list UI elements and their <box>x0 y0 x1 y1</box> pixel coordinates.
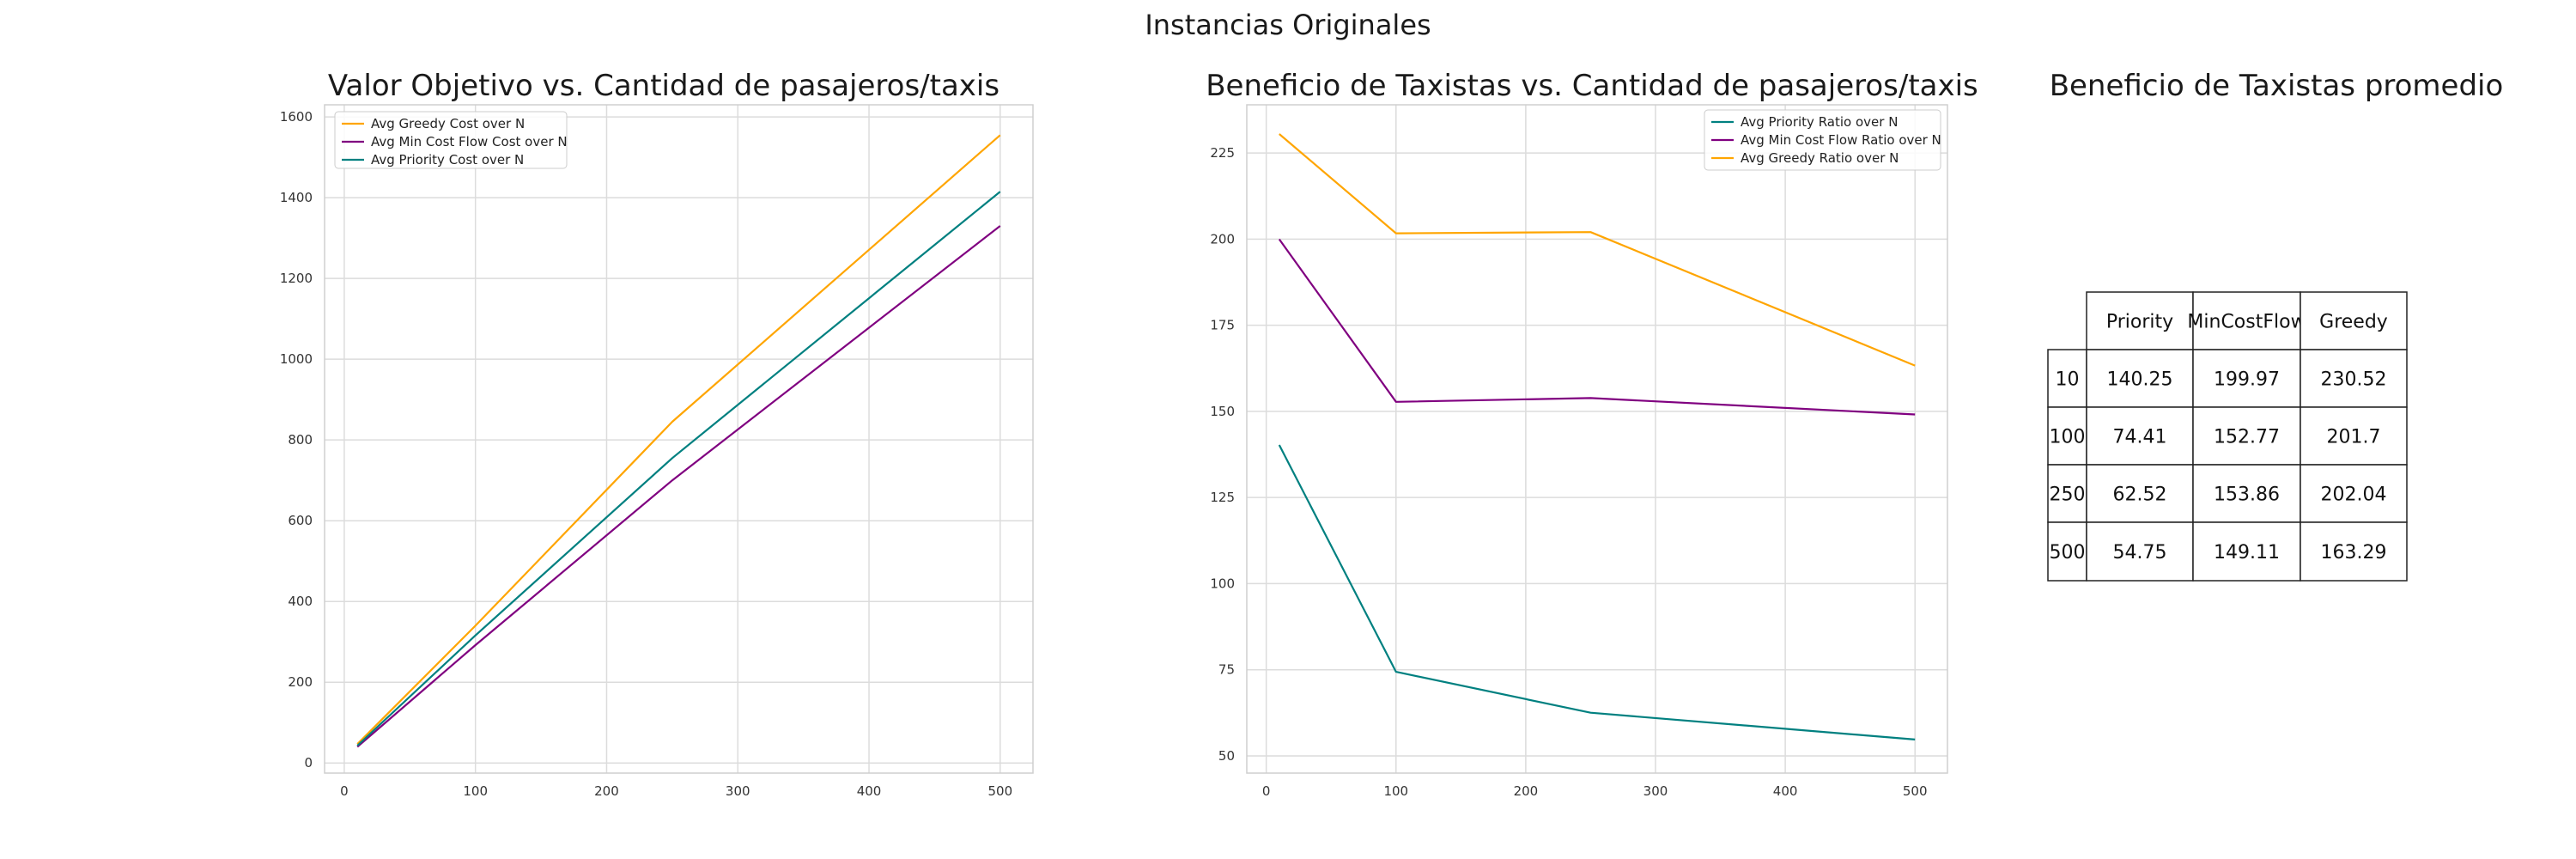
chart2-x-tick-label: 400 <box>1773 783 1798 799</box>
table-cell-value: 153.86 <box>2214 484 2280 506</box>
table-cell-value: 54.75 <box>2113 542 2167 564</box>
chart2-y-tick-label: 150 <box>1210 404 1235 419</box>
table-row-label: 10 <box>2056 369 2080 391</box>
chart1-y-tick-label: 1600 <box>280 109 313 125</box>
chart2-y-tick-label: 125 <box>1210 490 1235 505</box>
chart1-series-line-0 <box>356 134 1001 745</box>
table-cell-value: 152.77 <box>2214 427 2280 448</box>
chart2-y-tick-label: 75 <box>1218 662 1235 678</box>
chart1-y-tick-label: 200 <box>288 674 313 690</box>
table-cell-value: 199.97 <box>2214 369 2280 391</box>
chart2-x-tick-label: 200 <box>1514 783 1539 799</box>
table-cell <box>2192 349 2301 408</box>
table-cell <box>2086 406 2194 466</box>
table-header-label: Greedy <box>2319 312 2388 333</box>
chart1-legend-label: Avg Greedy Cost over N <box>371 116 525 131</box>
chart1-y-tick-label: 1200 <box>280 271 313 286</box>
chart2-title: Beneficio de Taxistas vs. Cantidad de pa… <box>1206 69 1978 103</box>
chart1-y-tick-label: 400 <box>288 594 313 609</box>
table-cell <box>2192 464 2301 523</box>
chart2-y-tick-label: 50 <box>1218 748 1235 764</box>
chart1-legend-box <box>334 111 568 169</box>
table-cell-value: 202.04 <box>2321 484 2387 506</box>
figure-suptitle: Instancias Originales <box>1145 9 1431 41</box>
chart2-series-line-2 <box>1279 133 1916 367</box>
table-cell <box>2086 521 2194 582</box>
chart1-series-line-2 <box>356 191 1001 746</box>
chart2-x-tick-label: 300 <box>1643 783 1668 799</box>
table-cell <box>2300 521 2408 582</box>
chart1-y-tick-label: 1000 <box>280 351 313 367</box>
table-row-label: 500 <box>2050 542 2086 564</box>
chart1-legend-label: Avg Priority Cost over N <box>371 152 524 168</box>
chart1-x-tick-label: 200 <box>594 783 619 799</box>
chart2-x-tick-label: 100 <box>1383 783 1408 799</box>
chart1-x-tick-label: 100 <box>463 783 488 799</box>
chart2-series-line-1 <box>1278 238 1916 416</box>
chart2-y-tick-label: 200 <box>1210 231 1235 247</box>
chart2-x-tick-label: 0 <box>1262 783 1271 799</box>
chart1-series-line-1 <box>356 225 1001 748</box>
table-cell-value: 62.52 <box>2113 484 2167 506</box>
chart1-y-tick-label: 800 <box>288 432 313 448</box>
chart2-y-tick-label: 175 <box>1210 318 1235 333</box>
table-header-label: MinCostFlow <box>2187 312 2306 333</box>
table-cell-value: 74.41 <box>2113 427 2167 448</box>
table-cell <box>2086 349 2194 408</box>
chart2-legend-label: Avg Greedy Ratio over N <box>1741 150 1899 166</box>
table-row-label-cell <box>2047 521 2087 582</box>
chart1-y-tick-label: 600 <box>288 513 313 528</box>
table-cell-value: 140.25 <box>2107 369 2173 391</box>
table-row-label-cell <box>2047 349 2087 408</box>
table-cell-value: 163.29 <box>2321 542 2387 564</box>
table-cell <box>2086 464 2194 523</box>
chart1-plot-frame <box>324 104 1034 774</box>
chart2-legend-label: Avg Min Cost Flow Ratio over N <box>1741 132 1941 148</box>
chart2-y-tick-label: 100 <box>1210 576 1235 591</box>
chart2-series-line-0 <box>1278 444 1916 740</box>
table-cell <box>2300 464 2408 523</box>
chart2-legend-label: Avg Priority Ratio over N <box>1741 114 1898 130</box>
chart1-x-tick-label: 500 <box>987 783 1012 799</box>
table-cell <box>2192 521 2301 582</box>
table-header-cell <box>2300 291 2408 350</box>
table-cell-value: 149.11 <box>2214 542 2280 564</box>
table-row-label: 250 <box>2050 484 2086 506</box>
chart2-y-tick-label: 225 <box>1210 145 1235 161</box>
table-header-cell <box>2086 291 2194 350</box>
chart1-x-tick-label: 400 <box>857 783 882 799</box>
chart1-x-tick-label: 300 <box>726 783 750 799</box>
chart2-plot-frame <box>1246 104 1948 774</box>
table-row-label: 100 <box>2050 427 2086 448</box>
chart1-x-tick-label: 0 <box>340 783 349 799</box>
chart1-y-tick-label: 1400 <box>280 190 313 205</box>
chart1-title: Valor Objetivo vs. Cantidad de pasajeros… <box>327 69 1000 103</box>
table-header-label: Priority <box>2106 312 2173 333</box>
chart2-x-tick-label: 500 <box>1903 783 1928 799</box>
chart1-legend-label: Avg Min Cost Flow Cost over N <box>371 134 568 149</box>
chart1-y-tick-label: 0 <box>304 755 313 771</box>
chart2-legend-box <box>1704 109 1941 171</box>
table-row-label-cell <box>2047 406 2087 466</box>
table-cell-value: 230.52 <box>2321 369 2387 391</box>
table-cell-value: 201.7 <box>2327 427 2381 448</box>
table-cell <box>2300 349 2408 408</box>
table-cell <box>2192 406 2301 466</box>
table-title: Beneficio de Taxistas promedio <box>2049 69 2504 103</box>
